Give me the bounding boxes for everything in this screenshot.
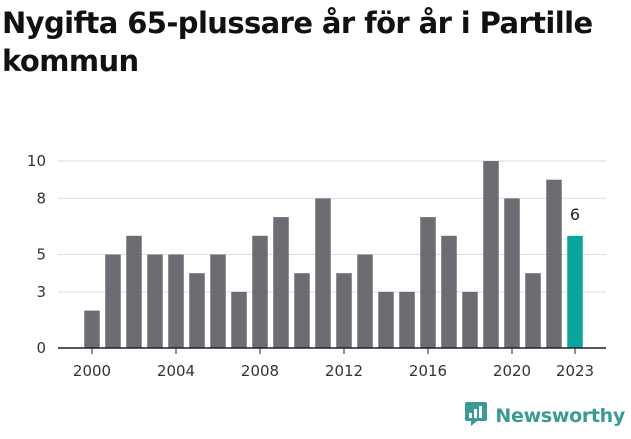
y-tick-label: 3 [36,283,46,301]
x-axis: 2000 2004 2008 2012 2016 2020 2023 [58,347,606,380]
brand-name: Newsworthy [495,405,625,427]
bar-highlight [567,235,583,348]
bar [147,254,163,348]
x-tick-label: 2008 [241,362,279,380]
bar [504,198,520,348]
bar [105,254,121,348]
x-tick-label: 2023 [556,362,594,380]
newsworthy-logo-icon [464,401,488,431]
x-tick-label: 2012 [325,362,363,380]
y-tick-label: 5 [36,246,46,264]
x-tick-label: 2000 [73,362,111,380]
bar [378,291,394,348]
bar [462,291,478,348]
bars [84,161,583,348]
bar [126,235,142,348]
bar [231,291,247,348]
y-axis-tick-labels: 0 3 5 8 10 [27,152,46,357]
bar [399,291,415,348]
bar [210,254,226,348]
data-label: 6 [570,205,580,224]
data-labels: 6 [570,205,580,224]
brand-logo: Newsworthy [464,401,625,431]
bar [420,217,436,348]
x-tick-label: 2016 [409,362,447,380]
bar [546,179,562,348]
y-tick-label: 10 [27,152,46,170]
bar [483,161,499,348]
bar [189,273,205,348]
bar [294,273,310,348]
chart-title: Nygifta 65-plussare år för år i Partille… [2,6,593,78]
bar [336,273,352,348]
y-tick-label: 0 [36,339,46,357]
y-tick-label: 8 [36,189,46,207]
bar [441,235,457,348]
bar [525,273,541,348]
bar [84,310,100,348]
bar [252,235,268,348]
x-tick-label: 2004 [157,362,195,380]
bar [273,217,289,348]
bar [168,254,184,348]
x-tick-label: 2020 [493,362,531,380]
bar [315,198,331,348]
bar [357,254,373,348]
